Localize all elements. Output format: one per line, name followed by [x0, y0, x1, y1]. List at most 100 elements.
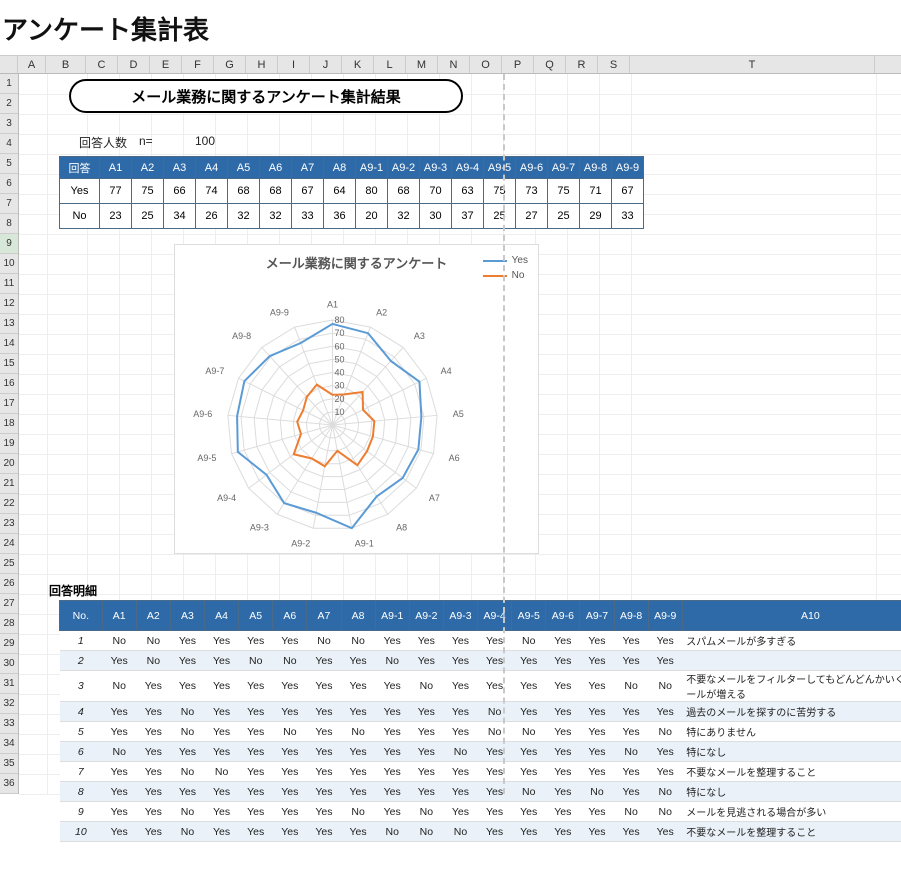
detail-header-A3: A3 [170, 601, 204, 631]
svg-text:A9-9: A9-9 [270, 307, 289, 317]
col-header-J[interactable]: J [310, 56, 342, 73]
row-header-28[interactable]: 28 [0, 614, 18, 634]
col-header-A[interactable]: A [18, 56, 46, 73]
detail-cell: Yes [512, 651, 546, 671]
row-header-34[interactable]: 34 [0, 734, 18, 754]
col-header-T[interactable]: T [630, 56, 875, 73]
row-header-17[interactable]: 17 [0, 394, 18, 414]
svg-text:A9-6: A9-6 [193, 409, 212, 419]
col-header-G[interactable]: G [214, 56, 246, 73]
col-header-O[interactable]: O [470, 56, 502, 73]
col-header-M[interactable]: M [406, 56, 438, 73]
survey-banner: メール業務に関するアンケート集計結果 [69, 79, 463, 113]
detail-cell: Yes [136, 802, 170, 822]
row-header-29[interactable]: 29 [0, 634, 18, 654]
summary-cell: 25 [132, 204, 164, 229]
row-header-21[interactable]: 21 [0, 474, 18, 494]
row-header-14[interactable]: 14 [0, 334, 18, 354]
row-header-11[interactable]: 11 [0, 274, 18, 294]
row-header-19[interactable]: 19 [0, 434, 18, 454]
detail-a10: 不要なメールを整理すること [682, 822, 901, 842]
detail-cell: Yes [443, 802, 477, 822]
row-header-18[interactable]: 18 [0, 414, 18, 434]
row-header-30[interactable]: 30 [0, 654, 18, 674]
row-header-13[interactable]: 13 [0, 314, 18, 334]
detail-cell: No [478, 702, 512, 722]
detail-cell: Yes [443, 631, 477, 651]
detail-cell: Yes [409, 702, 443, 722]
col-header-D[interactable]: D [118, 56, 150, 73]
col-header-K[interactable]: K [342, 56, 374, 73]
survey-banner-text: メール業務に関するアンケート集計結果 [131, 86, 400, 107]
svg-text:A9-8: A9-8 [232, 331, 251, 341]
row-header-2[interactable]: 2 [0, 94, 18, 114]
detail-cell: Yes [239, 742, 273, 762]
detail-cell: Yes [239, 671, 273, 702]
summary-header-A9-6: A9-6 [516, 157, 548, 179]
row-header-22[interactable]: 22 [0, 494, 18, 514]
row-header-8[interactable]: 8 [0, 214, 18, 234]
row-header-16[interactable]: 16 [0, 374, 18, 394]
row-header-7[interactable]: 7 [0, 194, 18, 214]
detail-header-A9-1: A9-1 [375, 601, 409, 631]
col-header-H[interactable]: H [246, 56, 278, 73]
row-header-4[interactable]: 4 [0, 134, 18, 154]
row-header-24[interactable]: 24 [0, 534, 18, 554]
summary-cell: 75 [548, 179, 580, 204]
column-headers[interactable]: ABCDEFGHIJKLMNOPQRST [0, 56, 901, 74]
row-header-27[interactable]: 27 [0, 594, 18, 614]
summary-row-No: No [60, 204, 100, 229]
col-header-F[interactable]: F [182, 56, 214, 73]
row-header-12[interactable]: 12 [0, 294, 18, 314]
row-headers[interactable]: 1234567891011121314151617181920212223242… [0, 74, 19, 794]
detail-cell: No [409, 802, 443, 822]
row-header-35[interactable]: 35 [0, 754, 18, 774]
row-header-1[interactable]: 1 [0, 74, 18, 94]
grid-body[interactable]: メール業務に関するアンケート集計結果 回答人数 n= 100 回答A1A2A3A… [19, 74, 901, 794]
col-header-P[interactable]: P [502, 56, 534, 73]
col-header-R[interactable]: R [566, 56, 598, 73]
col-header-L[interactable]: L [374, 56, 406, 73]
col-header-E[interactable]: E [150, 56, 182, 73]
svg-text:A6: A6 [449, 453, 460, 463]
legend-item-No: No [483, 270, 528, 281]
row-header-5[interactable]: 5 [0, 154, 18, 174]
col-header-S[interactable]: S [598, 56, 630, 73]
detail-header-A5: A5 [239, 601, 273, 631]
page-title: アンケート集計表 [0, 0, 901, 55]
col-header-C[interactable]: C [86, 56, 118, 73]
row-header-20[interactable]: 20 [0, 454, 18, 474]
row-header-9[interactable]: 9 [0, 234, 18, 254]
detail-cell: Yes [205, 722, 239, 742]
row-header-31[interactable]: 31 [0, 674, 18, 694]
summary-cell: 63 [452, 179, 484, 204]
detail-cell: Yes [614, 702, 648, 722]
detail-cell: Yes [341, 782, 375, 802]
col-header-N[interactable]: N [438, 56, 470, 73]
row-header-36[interactable]: 36 [0, 774, 18, 794]
detail-cell: Yes [205, 822, 239, 842]
summary-cell: 25 [548, 204, 580, 229]
row-header-3[interactable]: 3 [0, 114, 18, 134]
col-header-Q[interactable]: Q [534, 56, 566, 73]
row-header-32[interactable]: 32 [0, 694, 18, 714]
svg-text:10: 10 [335, 407, 345, 417]
detail-cell: Yes [341, 651, 375, 671]
row-header-33[interactable]: 33 [0, 714, 18, 734]
detail-cell: No [170, 802, 204, 822]
spreadsheet[interactable]: ABCDEFGHIJKLMNOPQRST 1234567891011121314… [0, 55, 901, 794]
detail-no: 2 [60, 651, 103, 671]
row-header-23[interactable]: 23 [0, 514, 18, 534]
col-header-B[interactable]: B [46, 56, 86, 73]
respondent-param: n= [139, 134, 153, 148]
row-header-10[interactable]: 10 [0, 254, 18, 274]
row-header-26[interactable]: 26 [0, 574, 18, 594]
detail-a10: 不要なメールをフィルターしてもどんどんかいくぐるメールが増える [682, 671, 901, 702]
detail-cell: Yes [307, 782, 341, 802]
summary-header-A7: A7 [292, 157, 324, 179]
col-header-I[interactable]: I [278, 56, 310, 73]
row-header-25[interactable]: 25 [0, 554, 18, 574]
row-header-15[interactable]: 15 [0, 354, 18, 374]
row-header-6[interactable]: 6 [0, 174, 18, 194]
detail-cell: No [170, 702, 204, 722]
